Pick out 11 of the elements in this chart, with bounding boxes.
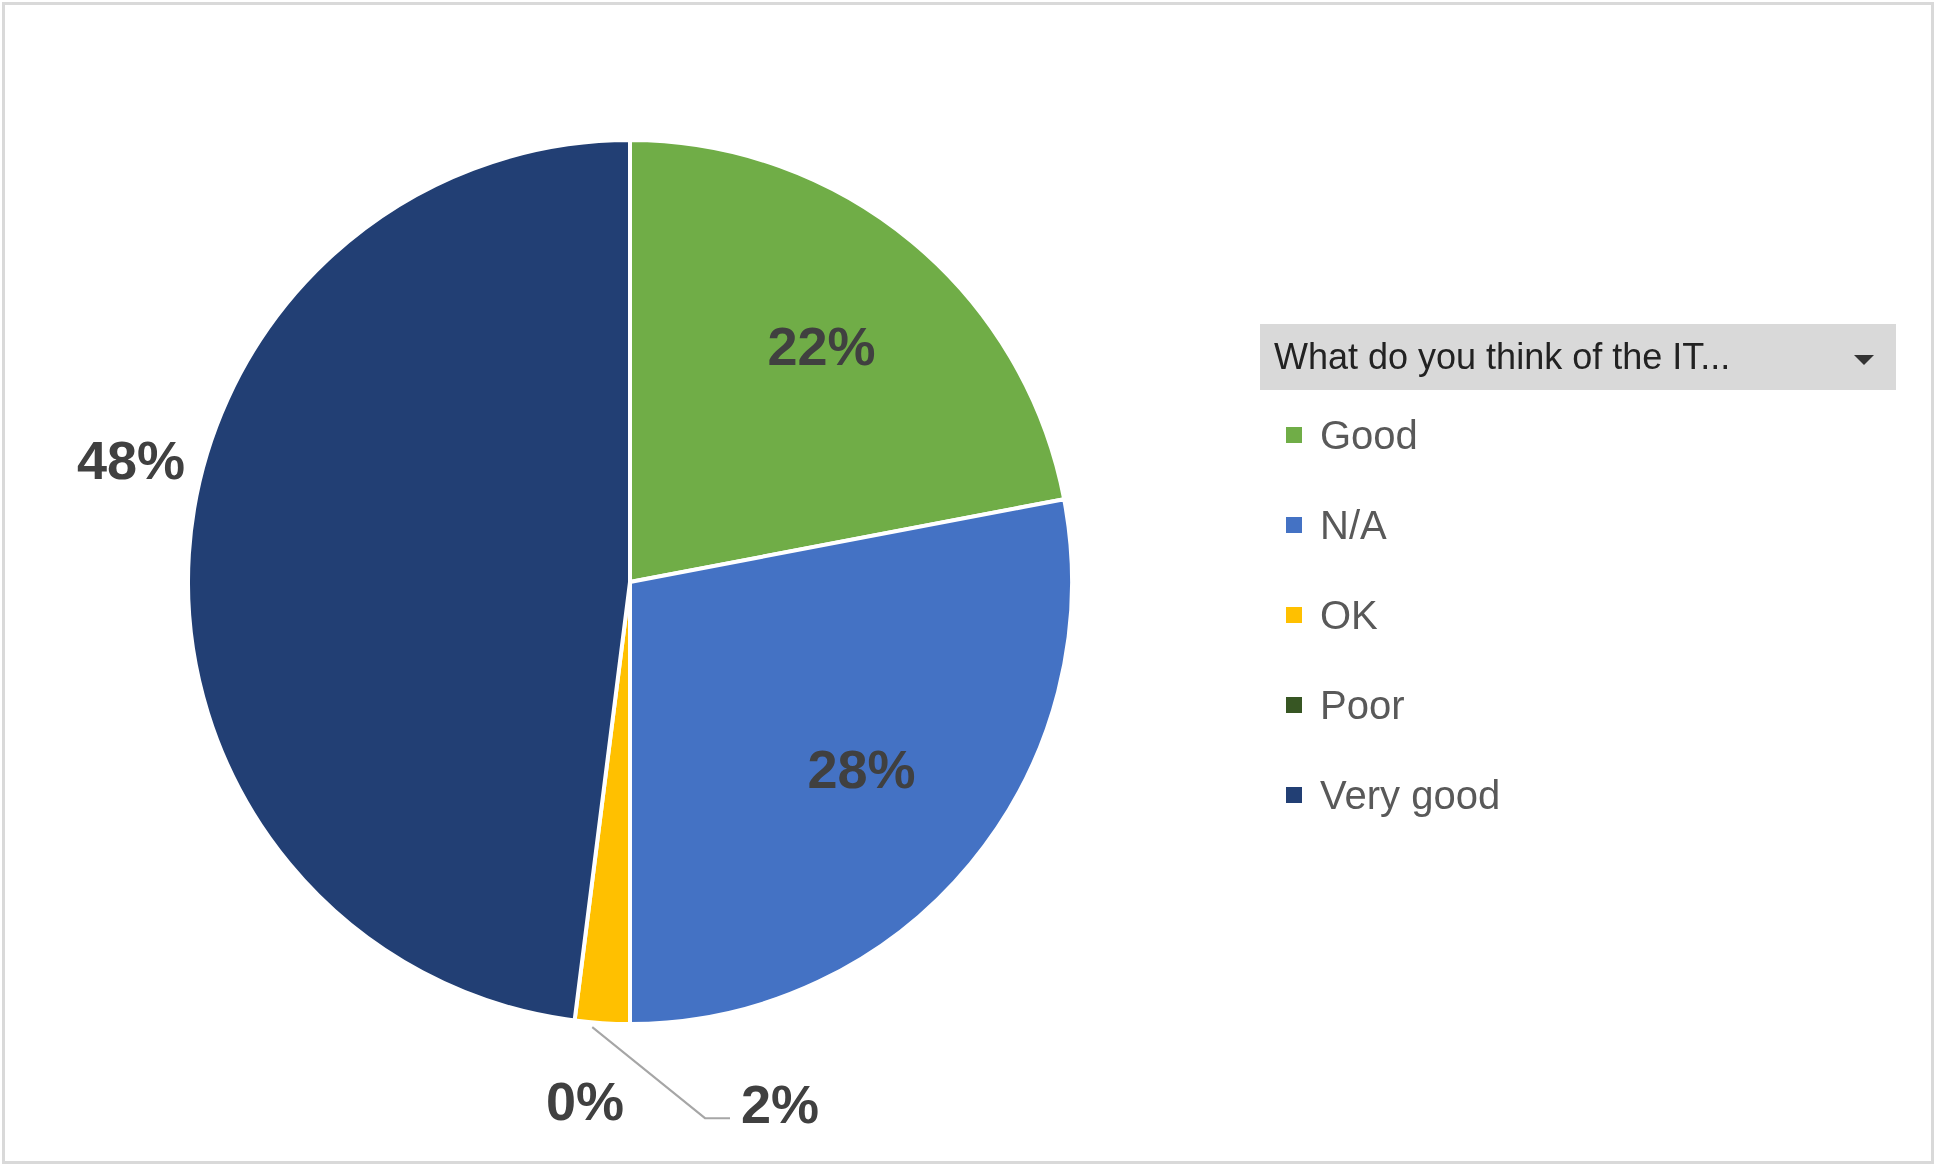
legend-label: OK bbox=[1320, 592, 1378, 638]
data-label: 22% bbox=[767, 316, 876, 377]
data-label: 48% bbox=[76, 429, 185, 490]
legend-label: Good bbox=[1320, 412, 1418, 458]
legend-title: What do you think of the IT... bbox=[1260, 324, 1896, 390]
data-label: 2% bbox=[740, 1074, 820, 1135]
text: 0% bbox=[545, 1071, 625, 1132]
data-label: 28% bbox=[807, 739, 916, 800]
legend-label: N/A bbox=[1320, 502, 1387, 548]
legend-label: Very good bbox=[1320, 772, 1501, 818]
legend-label: Poor bbox=[1320, 682, 1405, 728]
